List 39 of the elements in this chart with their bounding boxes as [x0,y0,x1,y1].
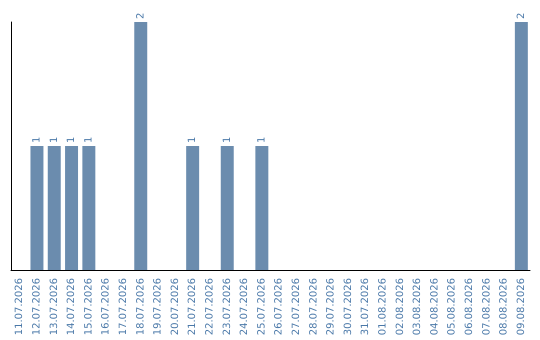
data-label: 1 [66,136,78,143]
x-tick-label: 09.08.2026 [516,278,527,336]
x-tick-label: 29.07.2026 [326,278,337,336]
x-tick-label: 26.07.2026 [274,278,285,336]
data-label: 1 [31,136,42,143]
x-tick-label: 20.07.2026 [170,278,181,336]
x-tick-label: 07.08.2026 [481,278,492,336]
x-tick-label: 27.07.2026 [290,278,302,336]
x-tick-label: 16.07.2026 [100,278,112,336]
x-tick-label: 24.07.2026 [239,278,250,336]
x-tick-label: 06.08.2026 [464,278,475,336]
x-tick-label: 28.07.2026 [308,278,320,336]
data-label: 1 [48,136,60,143]
x-tick-label: 02.08.2026 [394,278,406,336]
x-tick-label: 18.07.2026 [135,278,146,336]
x-tick-label: 12.07.2026 [31,278,42,336]
data-label: 1 [83,136,94,143]
x-tick-label: 31.07.2026 [360,278,372,336]
data-label: 1 [256,136,268,143]
data-label: 1 [187,136,198,143]
x-tick-label: 19.07.2026 [152,278,164,336]
x-tick-label: 13.07.2026 [48,278,60,336]
x-tick-label: 03.08.2026 [412,278,424,336]
x-tick-label: 22.07.2026 [204,278,216,336]
data-label: 2 [135,12,146,19]
x-tick-label: 04.08.2026 [429,278,440,336]
x-tick-label: 05.08.2026 [446,278,458,336]
data-label: 2 [516,12,527,19]
x-tick-label: 01.08.2026 [377,278,388,336]
x-tick-label: 21.07.2026 [187,278,198,336]
x-tick-label: 23.07.2026 [222,278,233,336]
x-tick-label: 15.07.2026 [83,278,94,336]
x-tick-label: 25.07.2026 [256,278,268,336]
x-tick-label: 14.07.2026 [66,278,78,336]
data-label: 1 [222,136,233,143]
x-tick-label: 11.07.2026 [14,278,26,336]
x-tick-label: 17.07.2026 [118,278,129,336]
x-tick-label: 30.07.2026 [342,278,354,336]
x-tick-label: 08.08.2026 [498,278,510,336]
